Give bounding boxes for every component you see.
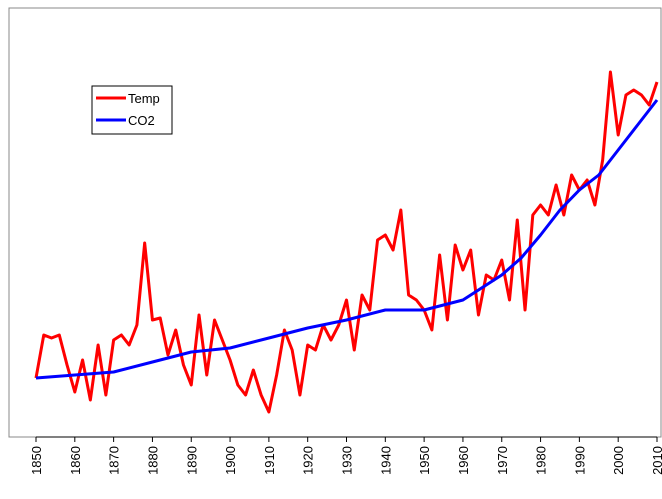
x-tick-label: 1990 [572,446,587,475]
x-tick-label: 2000 [611,446,626,475]
x-tick-label: 1920 [301,446,316,475]
x-tick-label: 1860 [68,446,83,475]
x-tick-label: 1880 [145,446,160,475]
x-tick-label: 1980 [534,446,549,475]
x-tick-label: 1940 [378,446,393,475]
x-tick-label: 1850 [29,446,44,475]
x-tick-label: 1870 [107,446,122,475]
series-line [34,70,659,414]
x-tick-label: 1950 [417,446,432,475]
x-tick-label: 1960 [456,446,471,475]
legend-box [91,85,173,135]
legend-label: Temp [128,91,160,106]
series-line [35,99,659,380]
x-tick-label: 1970 [495,446,510,475]
x-tick-label: 1930 [340,446,355,475]
x-tick-label: 1890 [184,446,199,475]
x-tick-label: 1900 [223,446,238,475]
x-tick-label: 1910 [262,446,277,475]
legend-label: CO2 [128,113,155,128]
x-tick-label: 2010 [650,446,662,475]
